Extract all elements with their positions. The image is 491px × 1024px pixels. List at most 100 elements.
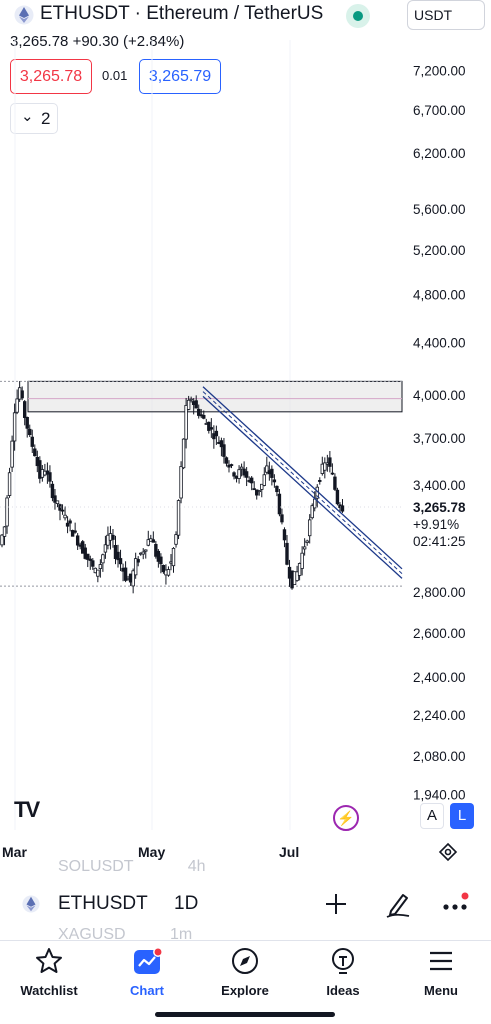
candle-body [30,436,34,447]
candle-body [22,401,27,418]
price-change-percent: (+2.84%) [123,33,185,50]
price-axis-label: 2,400.00 [413,670,466,685]
candle-body [91,560,95,567]
nav-explore[interactable]: Explore [196,941,294,1011]
candle-body [65,522,70,527]
candle-body [2,526,7,537]
nav-menu[interactable]: Menu [392,941,490,1011]
candle-body [136,559,140,563]
indicators-toggle-button[interactable]: ⌄ 2 [10,103,58,134]
candle-body [252,488,256,491]
pen-icon[interactable] [383,889,413,919]
nav-label-watchlist: Watchlist [20,983,78,998]
log-scale-button[interactable]: L [450,803,474,829]
candle-body [0,534,4,546]
candle-body [48,472,52,482]
plus-icon[interactable] [322,890,350,918]
candle-body [181,438,186,469]
candle-body [116,551,120,561]
price-axis-label: 4,400.00 [413,335,466,350]
candle-body [5,497,9,527]
candle-body [186,399,191,410]
candle-body [189,398,193,401]
candle-body [295,571,299,581]
symbol-title[interactable]: ETHUSDT · Ethereum / TetherUS [40,3,324,24]
candle-body [244,471,249,478]
bottom-navigation: Watchlist Chart Explore Ideas Menu [0,940,491,1024]
nav-ideas[interactable]: Ideas [294,941,392,1011]
candle-body [58,504,62,511]
indicator-count: 2 [41,109,51,128]
nav-chart[interactable]: Chart [98,941,196,1011]
candle-body [323,462,327,471]
sell-price-button[interactable]: 3,265.78 [10,59,92,94]
candle-body [313,498,317,509]
candle-body [297,563,302,576]
home-indicator [155,1012,335,1017]
candle-body [302,546,307,550]
candle-body [118,558,123,565]
trend-channel[interactable] [202,386,403,579]
candle-body [174,534,178,545]
candle-body [249,477,254,484]
price-summary: 3,265.78 +90.30 (+2.84%) [10,33,184,50]
auto-scale-button[interactable]: A [420,803,444,829]
candle-body [272,479,277,483]
market-open-indicator[interactable] [346,4,370,28]
nav-label-chart: Chart [130,983,164,998]
hamburger-icon [430,951,452,971]
candle-body [194,400,198,409]
price-axis[interactable]: 7,200.00 6,700.00 6,200.00 5,600.00 5,200.00… [413,63,466,802]
candle-body [83,547,87,559]
bar-countdown-label: 02:41:25 [413,534,466,549]
candle-body [111,534,115,540]
candle-body [282,529,287,541]
price-change: +90.30 [72,33,119,50]
buy-price-button[interactable]: 3,265.79 [139,59,221,94]
price-axis-label: 1,940.00 [413,788,466,803]
candle-body [53,495,57,503]
currency-selector[interactable]: USDT [407,0,485,30]
candle-body [300,552,304,569]
more-options-icon[interactable] [440,892,470,918]
nav-label-explore: Explore [221,983,269,998]
go-to-date-icon[interactable] [438,842,458,862]
tradingview-logo: TV [14,797,40,822]
candle-body [222,444,226,457]
compass-icon [232,948,258,974]
candle-body [328,457,332,467]
candle-body [63,514,67,519]
price-chart[interactable]: 7,200.00 6,700.00 6,200.00 5,600.00 5,200.00… [0,0,491,870]
candle-body [73,530,77,533]
candle-body [280,514,284,523]
price-axis-label: 3,700.00 [413,431,466,446]
candle-body [179,466,183,499]
lightning-icon[interactable]: ⚡ [333,805,359,831]
price-axis-label: 3,400.00 [413,478,466,493]
candle-body [98,564,103,569]
candle-body [305,540,309,543]
candle-body [28,428,32,436]
candle-body [257,490,261,493]
candle-body [202,414,206,419]
candle-body [133,558,138,576]
candle-body [123,567,128,581]
candle-body [166,569,171,576]
price-axis-label: 5,200.00 [413,243,466,258]
candle-body [50,483,55,499]
resistance-zone[interactable] [0,380,403,413]
candle-body [335,489,340,505]
symbol-name[interactable]: ETHUSDT [58,893,148,914]
nav-watchlist[interactable]: Watchlist [0,941,98,1011]
candles-layer [0,381,402,594]
candle-body [20,390,24,399]
ethereum-icon [14,5,34,25]
interval-selector[interactable]: 1D [174,893,199,914]
candle-body [33,448,37,457]
time-axis[interactable]: Mar May Jul [2,844,299,860]
chart-icon [134,947,163,974]
candle-body [159,556,163,565]
candle-body [176,500,181,536]
candle-body [260,483,264,490]
candle-body [219,440,224,448]
